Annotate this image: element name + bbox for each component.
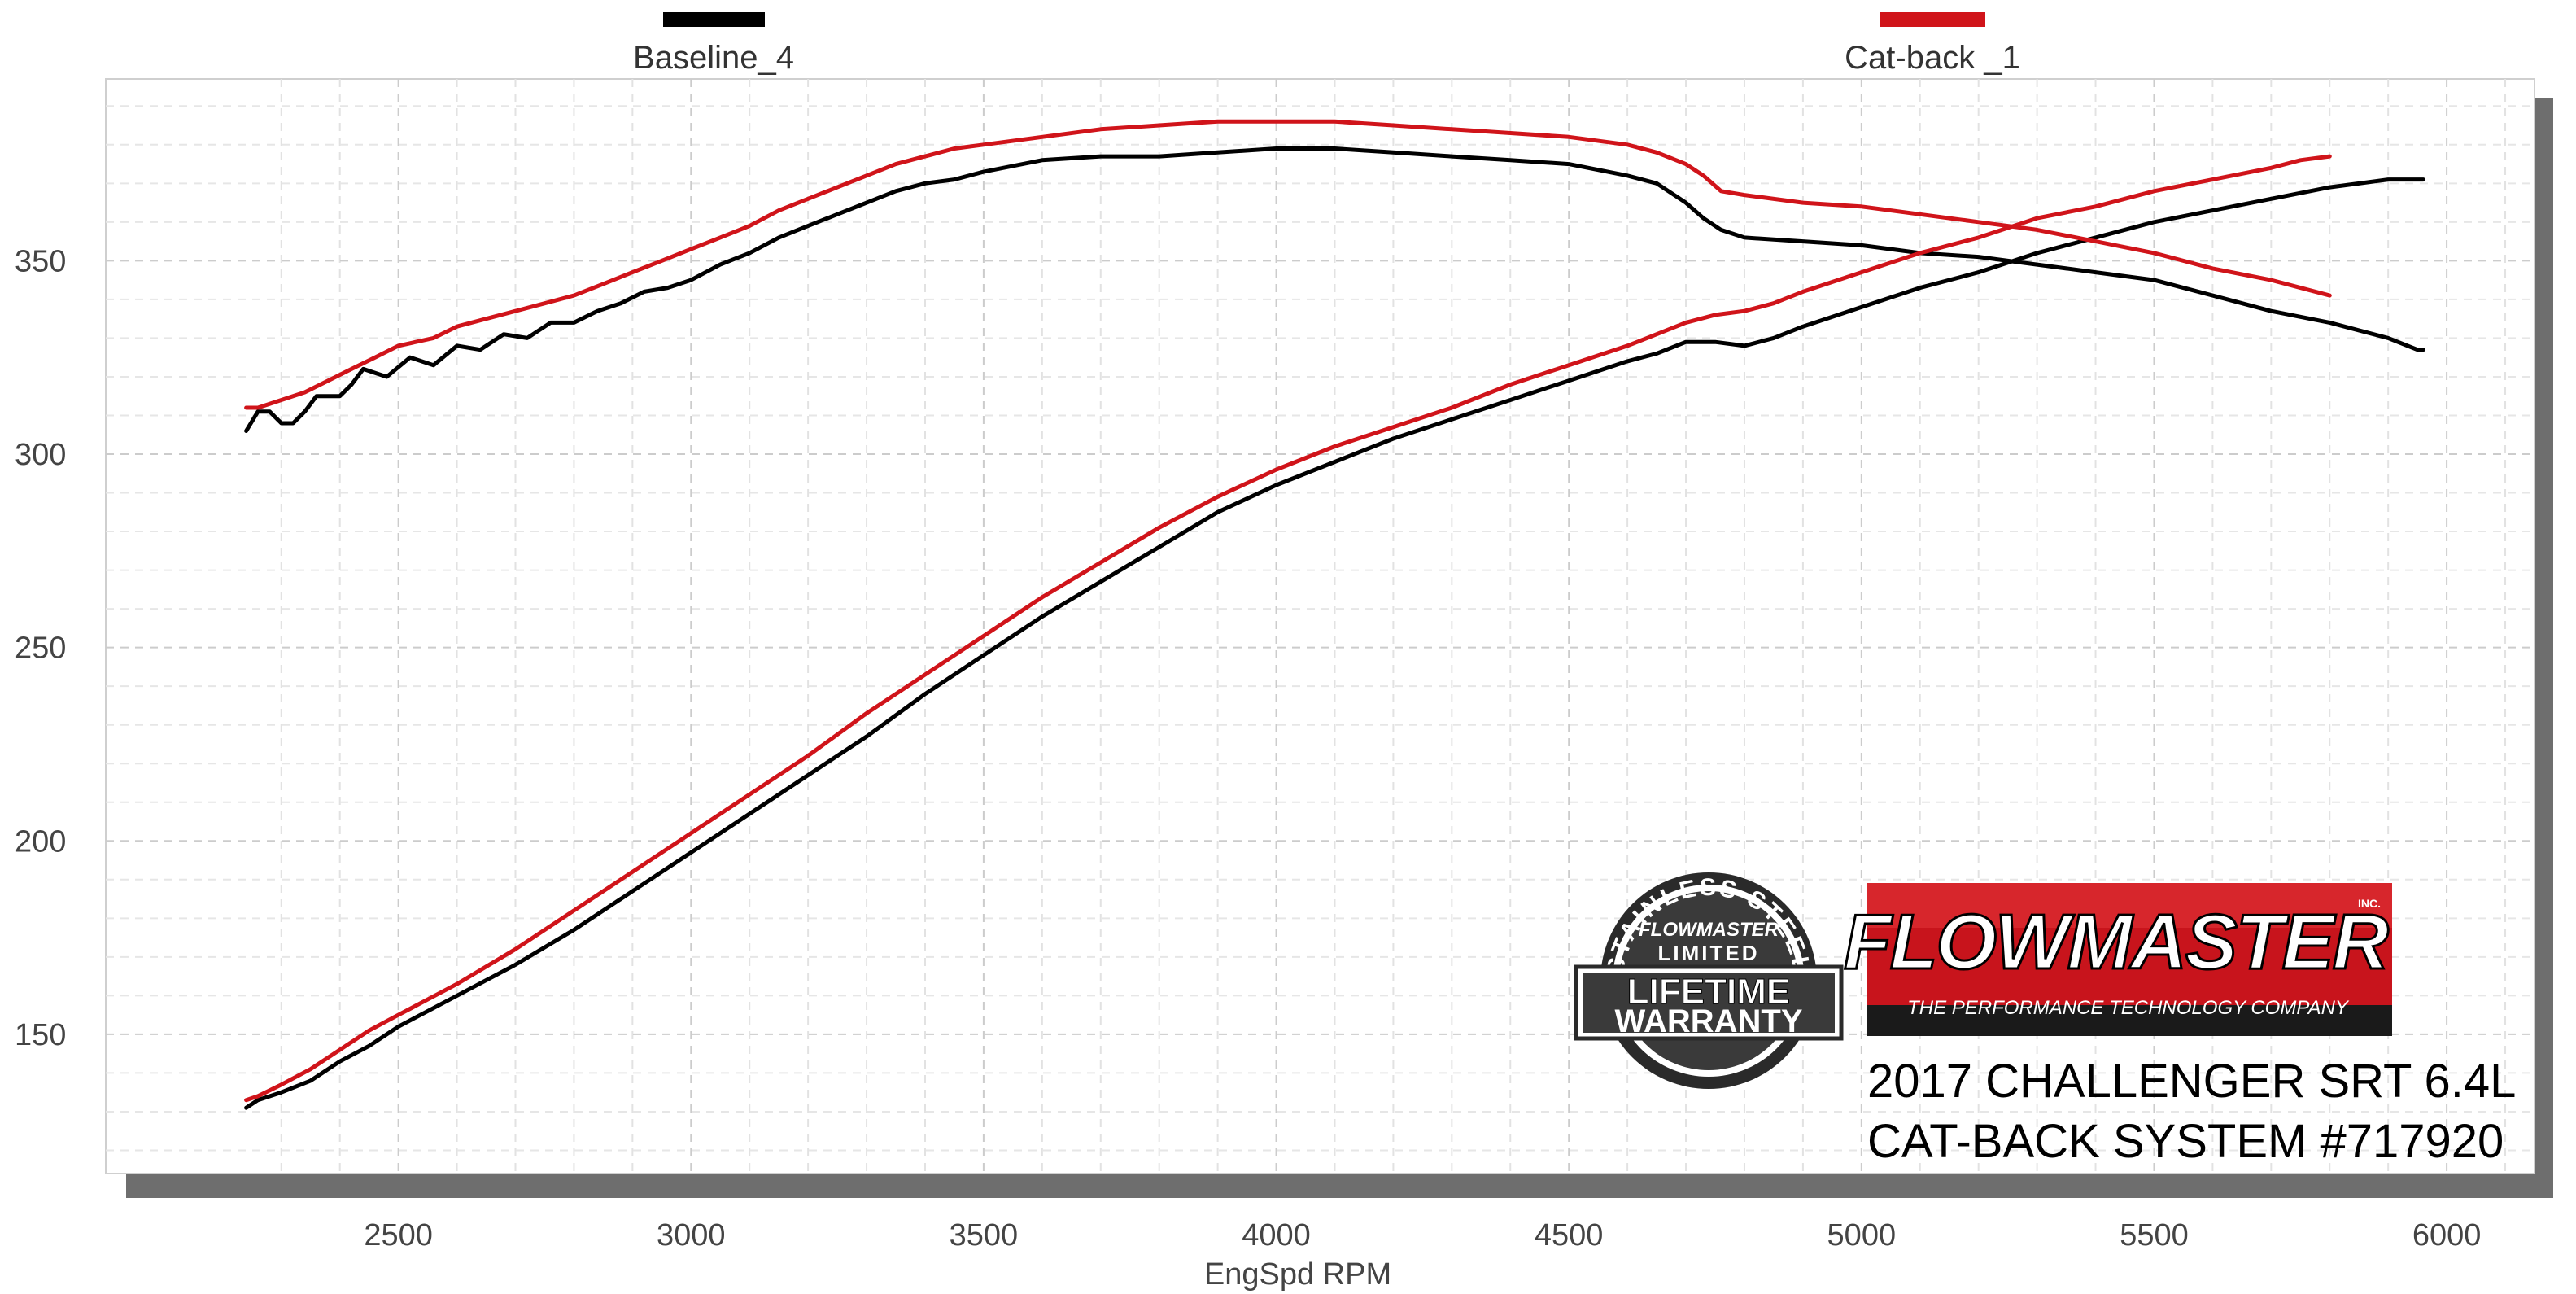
warranty-badge-logo: STAINLESS STEEL FLOWMASTER LIMITED LIFET… — [1574, 872, 1844, 1089]
y-tick-label: 250 — [15, 632, 66, 666]
series-line-cat-back-1-lower — [244, 154, 2332, 1103]
flowmaster-tagline: THE PERFORMANCE TECHNOLOGY COMPANY — [1907, 997, 2350, 1019]
x-tick-label: 2500 — [364, 1218, 433, 1252]
x-axis-tick-labels: 2500 3000 3500 4000 4500 5000 5500 6000 — [364, 1218, 2481, 1252]
x-tick-label: 5000 — [1827, 1218, 1897, 1252]
x-axis-title: EngSpd RPM — [1204, 1257, 1391, 1292]
grid — [106, 79, 2535, 1174]
x-tick-label: 4500 — [1535, 1218, 1604, 1252]
y-tick-label: 350 — [15, 244, 66, 278]
x-tick-label: 4000 — [1242, 1218, 1311, 1252]
series-line-cat-back-1-upper — [244, 119, 2332, 410]
flowmaster-wordmark: FLOWMASTER — [1844, 898, 2389, 986]
legend-label-catback: Cat-back _1 — [1845, 40, 2020, 76]
y-tick-label: 150 — [15, 1018, 66, 1052]
x-tick-label: 3000 — [657, 1218, 726, 1252]
legend-swatch-baseline — [663, 12, 765, 27]
badge-limited-text: LIMITED — [1658, 941, 1760, 965]
y-tick-label: 200 — [15, 824, 66, 859]
series-line-baseline-4-lower — [244, 177, 2425, 1110]
badge-brand-text: FLOWMASTER — [1639, 919, 1779, 941]
x-tick-label: 5500 — [2120, 1218, 2189, 1252]
x-tick-label: 6000 — [2412, 1218, 2482, 1252]
legend-label-baseline: Baseline_4 — [633, 40, 794, 76]
badge-warranty-text: WARRANTY — [1614, 1003, 1802, 1039]
caption-line-2: CAT-BACK SYSTEM #717920 — [1867, 1115, 2504, 1168]
series-line-baseline-4-upper — [244, 146, 2425, 433]
y-axis-tick-labels: 150 200 250 300 350 — [15, 244, 66, 1052]
flowmaster-logo: FLOWMASTER INC. THE PERFORMANCE TECHNOLO… — [1843, 883, 2392, 1036]
badge-lifetime-text: LIFETIME — [1627, 972, 1790, 1012]
series-layer — [244, 119, 2425, 1110]
x-tick-label: 3500 — [950, 1218, 1019, 1252]
plot-shadow-right — [2539, 98, 2553, 1198]
legend-swatch-catback — [1880, 12, 1985, 27]
flowmaster-inc: INC. — [2358, 897, 2381, 910]
legend: Baseline_4 Cat-back _1 — [633, 12, 2020, 76]
y-tick-label: 300 — [15, 438, 66, 472]
caption-line-1: 2017 CHALLENGER SRT 6.4L — [1867, 1055, 2516, 1108]
